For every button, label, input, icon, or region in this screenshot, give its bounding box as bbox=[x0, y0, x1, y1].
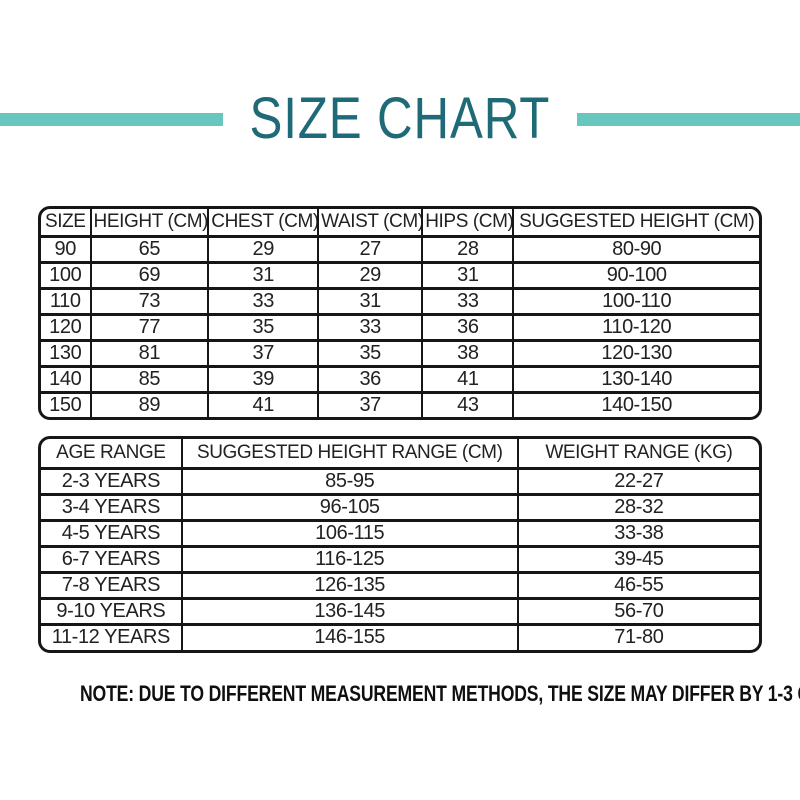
table-cell: 140 bbox=[41, 366, 92, 394]
column-header-weight-range: WEIGHT RANGE (KG) bbox=[517, 439, 759, 470]
table-cell: 38 bbox=[422, 340, 515, 368]
column-header-hips: HIPS (CM) bbox=[422, 209, 515, 238]
column-header-height: HEIGHT (CM) bbox=[90, 209, 210, 238]
table-row: 6-7 YEARS 116-125 39-45 bbox=[41, 546, 759, 574]
table-cell: 106-115 bbox=[181, 520, 519, 548]
table-cell: 136-145 bbox=[181, 598, 519, 626]
table-cell: 120 bbox=[41, 314, 92, 342]
measurement-note: NOTE: DUE TO DIFFERENT MEASUREMENT METHO… bbox=[80, 681, 800, 706]
table-cell: 3-4 YEARS bbox=[41, 494, 183, 522]
table-cell: 6-7 YEARS bbox=[41, 546, 183, 574]
table-cell: 130 bbox=[41, 340, 92, 368]
table-row: 90 65 29 27 28 80-90 bbox=[41, 236, 759, 264]
table-cell: 39-45 bbox=[517, 546, 759, 574]
table-cell: 46-55 bbox=[517, 572, 759, 600]
table-cell: 100-110 bbox=[513, 288, 759, 316]
column-header-age-range: AGE RANGE bbox=[41, 439, 183, 470]
table-cell: 71-80 bbox=[614, 626, 664, 649]
table-cell: 110 bbox=[41, 288, 92, 316]
table-cell: 36 bbox=[318, 366, 424, 394]
table-cell: 39 bbox=[208, 366, 320, 394]
table-row: 11-12 YEARS 146-155 71-80 bbox=[41, 624, 759, 650]
table-cell: 27 bbox=[318, 236, 424, 264]
title-accent-bar-left bbox=[0, 112, 224, 126]
table-cell: 43 bbox=[422, 392, 515, 417]
table-cell: 130-140 bbox=[513, 366, 759, 394]
table-cell: 96-105 bbox=[181, 494, 519, 522]
table-row: 110 73 33 31 33 100-110 bbox=[41, 288, 759, 316]
table-cell: 2-3 YEARS bbox=[41, 468, 183, 496]
table-cell: 116-125 bbox=[181, 546, 519, 574]
table-cell: 35 bbox=[318, 340, 424, 368]
table-cell: 29 bbox=[208, 236, 320, 264]
table-cell: 33 bbox=[422, 288, 515, 316]
table-cell: 56-70 bbox=[517, 598, 759, 626]
table-row: 7-8 YEARS 126-135 46-55 bbox=[41, 572, 759, 600]
age-range-table-grid: AGE RANGE SUGGESTED HEIGHT RANGE (CM) WE… bbox=[41, 439, 759, 650]
table-row: 150 89 41 37 43 140-150 bbox=[41, 392, 759, 417]
table-cell: 77 bbox=[90, 314, 210, 342]
table-cell: 37 bbox=[208, 340, 320, 368]
column-header-chest: CHEST (CM) bbox=[208, 209, 320, 238]
table-cell: 110-120 bbox=[513, 314, 759, 342]
table-cell: 4-5 YEARS bbox=[41, 520, 183, 548]
page-title: SIZE CHART bbox=[249, 86, 551, 151]
table-cell: 85-95 bbox=[181, 468, 519, 496]
table-cell: 33 bbox=[318, 314, 424, 342]
table-cell: 31 bbox=[422, 262, 515, 290]
table-header-row: AGE RANGE SUGGESTED HEIGHT RANGE (CM) WE… bbox=[41, 439, 759, 470]
column-header-suggested-height: SUGGESTED HEIGHT (CM) bbox=[513, 209, 759, 238]
table-row: 2-3 YEARS 85-95 22-27 bbox=[41, 468, 759, 496]
size-measurements-table: SIZE HEIGHT (CM) CHEST (CM) WAIST (CM) H… bbox=[38, 206, 762, 420]
column-header-suggested-height-range: SUGGESTED HEIGHT RANGE (CM) bbox=[181, 439, 519, 470]
table-cell: 31 bbox=[208, 262, 320, 290]
table-cell: 37 bbox=[318, 392, 424, 417]
column-header-waist: WAIST (CM) bbox=[318, 209, 424, 238]
table-cell: 140-150 bbox=[601, 393, 672, 416]
size-measurements-table-grid: SIZE HEIGHT (CM) CHEST (CM) WAIST (CM) H… bbox=[41, 209, 759, 417]
table-cell: 36 bbox=[422, 314, 515, 342]
table-row: 140 85 39 36 41 130-140 bbox=[41, 366, 759, 394]
table-header-row: SIZE HEIGHT (CM) CHEST (CM) WAIST (CM) H… bbox=[41, 209, 759, 238]
table-row: 120 77 35 33 36 110-120 bbox=[41, 314, 759, 342]
table-cell: 11-12 YEARS bbox=[41, 624, 183, 650]
table-cell: 31 bbox=[318, 288, 424, 316]
table-row: 9-10 YEARS 136-145 56-70 bbox=[41, 598, 759, 626]
table-cell: 150 bbox=[41, 392, 92, 417]
table-cell: 28 bbox=[422, 236, 515, 264]
table-cell: 7-8 YEARS bbox=[41, 572, 183, 600]
title-accent-bar-right bbox=[576, 112, 800, 126]
table-cell: 28-32 bbox=[517, 494, 759, 522]
table-cell: 73 bbox=[90, 288, 210, 316]
table-cell: 41 bbox=[208, 392, 320, 417]
table-cell: 33-38 bbox=[517, 520, 759, 548]
table-cell: 33 bbox=[208, 288, 320, 316]
table-cell: 89 bbox=[90, 392, 210, 417]
table-cell: 41 bbox=[422, 366, 515, 394]
table-cell: 22-27 bbox=[517, 468, 759, 496]
table-row: 130 81 37 35 38 120-130 bbox=[41, 340, 759, 368]
table-row: 4-5 YEARS 106-115 33-38 bbox=[41, 520, 759, 548]
column-header-size: SIZE bbox=[41, 209, 92, 238]
table-cell: 100 bbox=[41, 262, 92, 290]
table-cell: 126-135 bbox=[181, 572, 519, 600]
table-cell: 29 bbox=[318, 262, 424, 290]
table-cell: 35 bbox=[208, 314, 320, 342]
table-row: 100 69 31 29 31 90-100 bbox=[41, 262, 759, 290]
table-cell: 80-90 bbox=[513, 236, 759, 264]
table-cell: 90 bbox=[41, 236, 92, 264]
table-cell: 9-10 YEARS bbox=[41, 598, 183, 626]
age-range-table: AGE RANGE SUGGESTED HEIGHT RANGE (CM) WE… bbox=[38, 436, 762, 653]
size-chart-header: SIZE CHART bbox=[0, 0, 800, 148]
table-cell: 69 bbox=[90, 262, 210, 290]
table-cell: 65 bbox=[90, 236, 210, 264]
table-cell: 146-155 bbox=[181, 624, 519, 650]
table-cell: 120-130 bbox=[513, 340, 759, 368]
table-cell: 85 bbox=[90, 366, 210, 394]
table-cell: 81 bbox=[90, 340, 210, 368]
table-row: 3-4 YEARS 96-105 28-32 bbox=[41, 494, 759, 522]
table-cell: 90-100 bbox=[513, 262, 759, 290]
